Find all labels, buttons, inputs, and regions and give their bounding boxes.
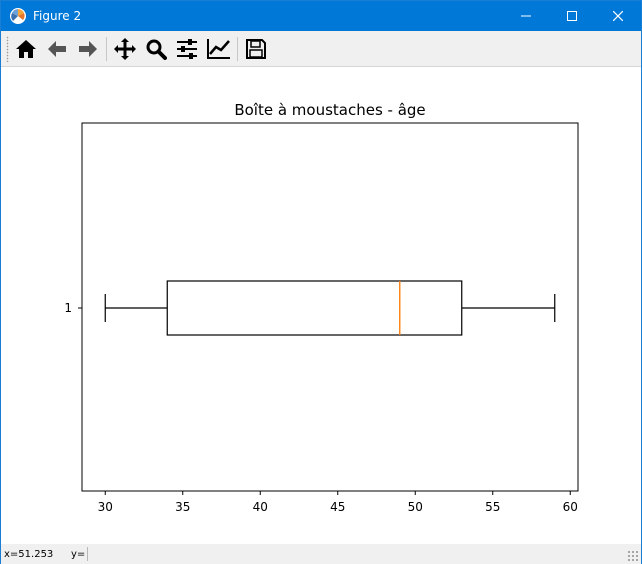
- y-coordinate-readout: y=: [71, 549, 86, 560]
- x-tick-label: 60: [563, 500, 578, 514]
- title-bar: Figure 2: [1, 1, 641, 31]
- pan-button[interactable]: [111, 35, 139, 63]
- y-tick-label: 1: [64, 301, 72, 315]
- subplots-icon: [177, 39, 197, 59]
- x-tick-label: 30: [98, 500, 113, 514]
- forward-icon: [79, 41, 97, 57]
- x-coordinate-readout: x=51.253: [4, 549, 54, 560]
- maximize-button[interactable]: [549, 1, 595, 31]
- home-icon: [16, 40, 36, 58]
- x-tick-label: 45: [330, 500, 345, 514]
- save-button[interactable]: [242, 35, 270, 63]
- back-icon: [48, 41, 66, 57]
- iqr-box: [166, 280, 463, 336]
- window-title: Figure 2: [33, 9, 82, 23]
- zoom-icon: [146, 39, 167, 60]
- navigation-toolbar: [1, 31, 641, 67]
- x-tick-label: 55: [485, 500, 500, 514]
- axes-frame: [81, 122, 579, 492]
- customize-button[interactable]: [205, 35, 233, 63]
- zoom-button[interactable]: [142, 35, 170, 63]
- toolbar-grip: [6, 36, 9, 62]
- home-button[interactable]: [12, 35, 40, 63]
- subplots-button[interactable]: [173, 35, 201, 63]
- boxplot-chart: Boîte à moustaches - âge 30 35 40 45 50 55 60 1: [64, 101, 579, 514]
- figure-canvas[interactable]: Boîte à moustaches - âge 30 35 40 45 50 55 60 1: [1, 67, 641, 544]
- close-button[interactable]: [595, 1, 641, 31]
- status-separator: [87, 547, 88, 561]
- close-icon: [613, 11, 623, 21]
- matplotlib-icon: [10, 8, 26, 24]
- toolbar-separator: [237, 37, 238, 61]
- resize-grip[interactable]: [627, 550, 639, 562]
- back-button[interactable]: [43, 35, 71, 63]
- x-tick-label: 40: [253, 500, 268, 514]
- save-icon: [246, 39, 266, 59]
- customize-icon: [207, 39, 230, 59]
- minimize-button[interactable]: [503, 1, 549, 31]
- minimize-icon: [521, 15, 531, 17]
- x-tick-label: 50: [408, 500, 423, 514]
- toolbar-separator: [106, 37, 107, 61]
- chart-title: Boîte à moustaches - âge: [234, 101, 425, 119]
- forward-button[interactable]: [74, 35, 102, 63]
- maximize-icon: [567, 11, 577, 21]
- x-tick-label: 35: [175, 500, 190, 514]
- status-bar: x=51.253 y=: [1, 544, 641, 564]
- pan-icon: [114, 38, 136, 60]
